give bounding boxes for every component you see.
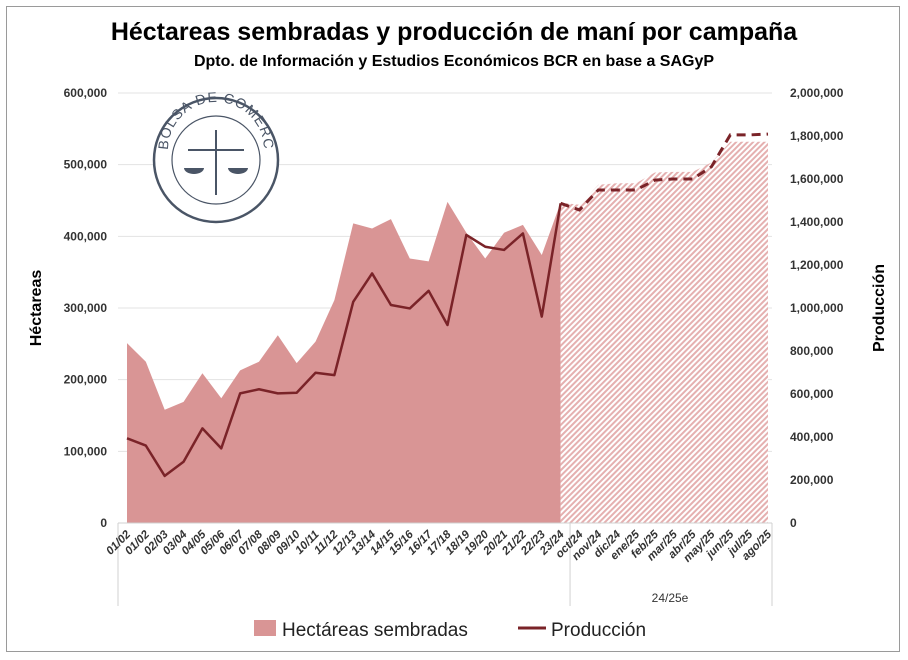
y-tick-label: 500,000: [64, 158, 108, 172]
axes: 0 100,000 200,000 300,000 400,000 500,000 600,…: [64, 86, 844, 606]
y2-tick-label: 1,600,000: [790, 172, 844, 186]
y2-tick-label: 0: [790, 516, 797, 530]
chart-title: Héctareas sembradas y producción de maní…: [111, 18, 798, 46]
y-tick-label: 200,000: [64, 373, 108, 387]
y2-tick-label: 400,000: [790, 430, 834, 444]
y2-tick-label: 1,800,000: [790, 129, 844, 143]
y-tick-label: 400,000: [64, 229, 108, 243]
line-series: [126, 132, 769, 478]
y2-tick-label: 800,000: [790, 344, 834, 358]
y-axis-label: Héctareas: [28, 270, 45, 347]
area-hectareas-historical: [127, 201, 561, 523]
legend: Hectáreas sembradas Producción: [254, 620, 646, 641]
y-tick-label: 600,000: [64, 86, 108, 100]
group-label: 24/25e: [652, 591, 689, 605]
y-tick-label: 0: [100, 516, 107, 530]
area-series: [127, 141, 768, 523]
legend-swatch-area: [254, 620, 276, 636]
line-produccion-historical: [126, 203, 562, 478]
y2-tick-label: 200,000: [790, 473, 834, 487]
legend-label-area: Hectáreas sembradas: [282, 620, 468, 641]
y-tick-label: 100,000: [64, 444, 108, 458]
y2-tick-label: 1,200,000: [790, 258, 844, 272]
area-hectareas-estimate: [560, 141, 768, 523]
chart-frame: [6, 6, 900, 652]
legend-label-line: Producción: [551, 620, 646, 641]
y2-tick-label: 2,000,000: [790, 86, 844, 100]
y2-tick-label: 1,000,000: [790, 301, 844, 315]
y2-tick-label: 600,000: [790, 387, 834, 401]
chart-subtitle: Dpto. de Información y Estudios Económic…: [194, 53, 714, 70]
y-tick-label: 300,000: [64, 301, 108, 315]
y2-axis-label: Producción: [871, 264, 888, 352]
y2-tick-label: 1,400,000: [790, 215, 844, 229]
